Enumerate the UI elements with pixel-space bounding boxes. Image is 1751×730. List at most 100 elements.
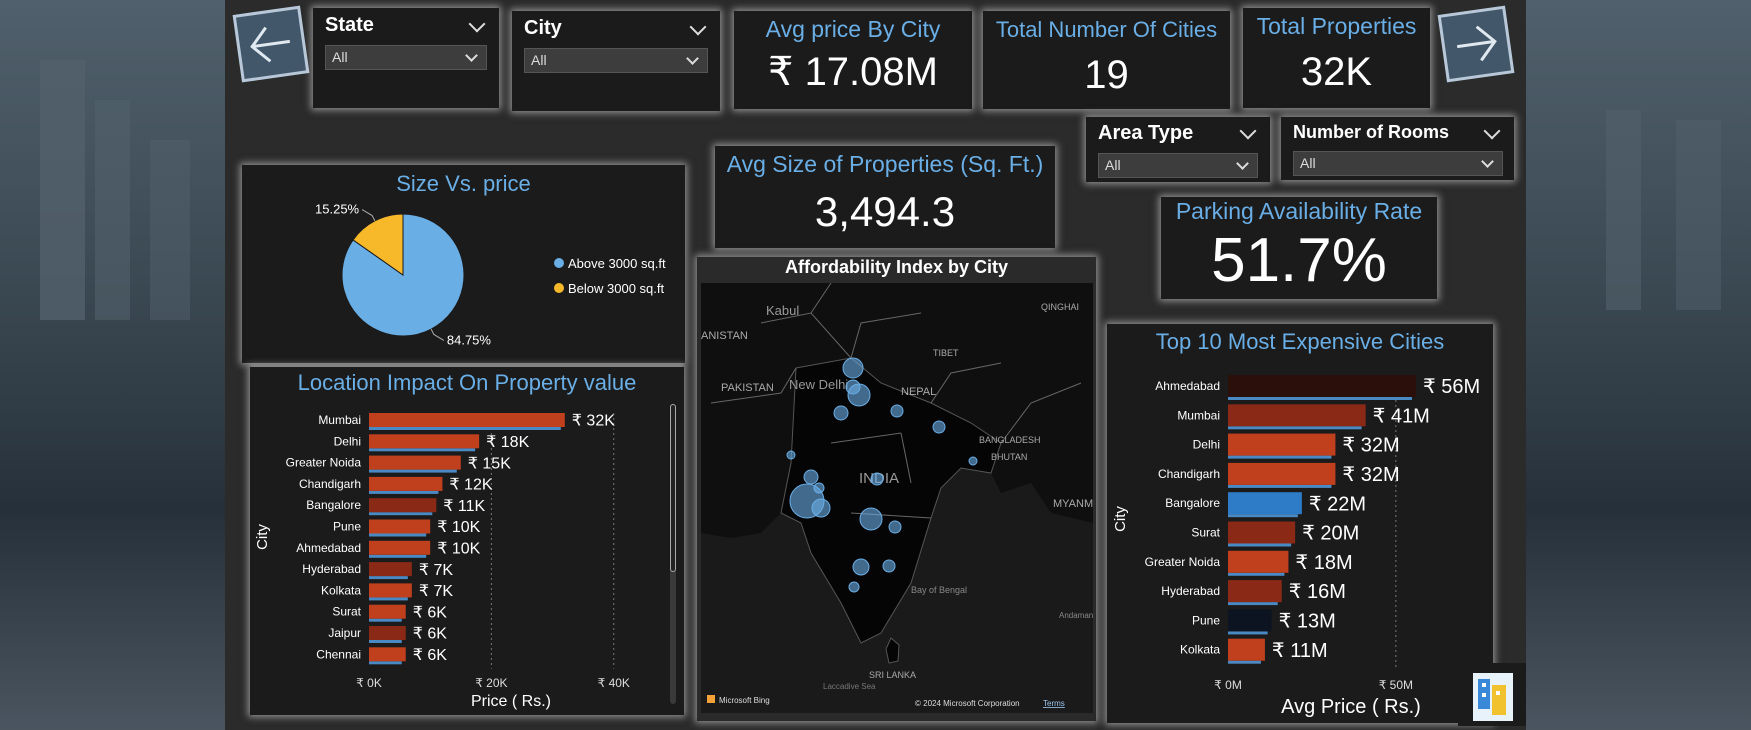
bar[interactable] (1228, 404, 1366, 427)
map-bubble[interactable] (968, 456, 978, 466)
map-label: QINGHAI (1041, 302, 1079, 312)
chevron-down-icon[interactable] (1483, 122, 1501, 140)
affordability-map[interactable]: Kabul ANISTAN PAKISTAN New Delhi NEPAL T… (701, 283, 1093, 713)
bing-attribution: Microsoft Bing (719, 696, 770, 705)
total-cities-value: 19 (1084, 53, 1129, 97)
avg-size-value: 3,494.3 (814, 188, 956, 235)
map-bubble[interactable] (882, 559, 896, 573)
bar[interactable] (369, 476, 443, 491)
map-bubble[interactable] (803, 469, 819, 485)
bar[interactable] (369, 604, 406, 619)
parking-value: 51.7% (1211, 226, 1387, 295)
bar[interactable] (1228, 638, 1265, 661)
bar-shadow (369, 576, 408, 580)
map-bubble[interactable] (890, 404, 904, 418)
bar-shadow (369, 512, 433, 516)
bar[interactable] (1228, 375, 1416, 397)
map-bubble[interactable] (786, 450, 796, 460)
city-dropdown[interactable]: All (524, 48, 708, 73)
map-title: Affordability Index by City (784, 257, 1009, 277)
total-cities-card: Total Number Of Cities 19 (983, 11, 1230, 109)
bar-shadow (369, 618, 402, 622)
bar-shadow (369, 640, 402, 643)
bar[interactable] (1228, 492, 1302, 515)
forward-button[interactable] (1437, 5, 1515, 83)
category-label: Chandigarh (299, 477, 361, 491)
map-bubble[interactable] (833, 405, 849, 421)
bar-value-label: ₹ 7K (419, 562, 454, 579)
parking-title: Parking Availability Rate (1175, 198, 1423, 224)
total-properties-value: 32K (1300, 50, 1373, 94)
category-label: Surat (332, 605, 361, 619)
map-attribution: Microsoft Bing © 2024 Microsoft Corporat… (707, 695, 1065, 708)
bar[interactable] (1228, 609, 1272, 632)
scrollbar-thumb[interactable] (670, 404, 676, 572)
bar-shadow (369, 427, 561, 430)
map-bubble[interactable] (852, 558, 870, 576)
bar[interactable] (369, 540, 431, 555)
pie-slice[interactable] (352, 213, 404, 276)
land-sri-lanka (885, 637, 900, 664)
bar-shadow (1228, 660, 1261, 664)
bar[interactable] (1228, 580, 1282, 603)
map-bubble[interactable] (842, 357, 864, 379)
bar-shadow (1228, 602, 1278, 606)
category-label: Pune (333, 520, 361, 534)
category-label: Hyderabad (302, 562, 361, 576)
bar[interactable] (369, 498, 437, 513)
top-cities-bar-chart: ₹ 0M ₹ 50M Ahmedabad ₹ 56M Mumbai ₹ 41M Delhi ₹… (1112, 375, 1480, 718)
category-label: Kolkata (321, 583, 361, 597)
category-label: Bangalore (306, 498, 361, 512)
bar[interactable] (369, 413, 565, 427)
bar-value-label: ₹ 13M (1279, 611, 1336, 633)
bar[interactable] (369, 583, 412, 598)
y-axis-title: City (254, 524, 271, 550)
background-left (0, 0, 225, 730)
terms-link[interactable]: Terms (1043, 699, 1065, 708)
bar-value-label: ₹ 32K (572, 413, 615, 430)
map-label: NEPAL (901, 386, 936, 398)
pie-chart: 84.75% Above 3000 sq.ft 15.25% Below 3000 s… (315, 202, 666, 348)
bar-shadow (1228, 397, 1412, 400)
map-bubble[interactable] (848, 581, 860, 593)
x-tick-label: ₹ 20K (475, 676, 507, 690)
scrollbar[interactable] (670, 404, 676, 704)
map-bubble[interactable] (932, 420, 946, 434)
area-type-dropdown[interactable]: All (1098, 153, 1258, 178)
map-bubble[interactable] (859, 507, 883, 531)
map-bubble[interactable] (870, 472, 884, 486)
bar-value-label: ₹ 11K (443, 498, 485, 515)
bar[interactable] (369, 519, 431, 534)
bar[interactable] (369, 647, 406, 662)
back-button[interactable] (232, 5, 310, 83)
bar[interactable] (1228, 433, 1336, 456)
city-bubbles[interactable] (786, 357, 978, 593)
map-bubble[interactable] (811, 498, 831, 518)
bar[interactable] (1228, 550, 1289, 573)
bar-value-label: ₹ 18M (1295, 552, 1352, 574)
map-label: Kabul (766, 303, 799, 318)
map-bubble[interactable] (888, 520, 902, 534)
bar-value-label: ₹ 56M (1423, 376, 1480, 398)
bar[interactable] (1228, 521, 1296, 544)
bar[interactable] (369, 562, 412, 577)
bar-shadow (1228, 484, 1332, 488)
rooms-dropdown[interactable]: All (1293, 151, 1503, 176)
chevron-down-icon[interactable] (689, 18, 707, 36)
bar-shadow (1228, 572, 1285, 576)
legend-label: Below 3000 sq.ft (568, 281, 665, 296)
bar[interactable] (369, 434, 480, 449)
map-label: PAKISTAN (721, 382, 774, 394)
bar[interactable] (369, 455, 461, 470)
bar[interactable] (369, 626, 406, 640)
chevron-down-icon[interactable] (1239, 122, 1257, 140)
bar-value-label: ₹ 6K (413, 626, 448, 643)
state-dropdown[interactable]: All (325, 45, 487, 70)
map-bubble[interactable] (845, 379, 861, 395)
chevron-down-icon[interactable] (468, 15, 486, 33)
copyright-attribution: © 2024 Microsoft Corporation (915, 699, 1020, 708)
bar[interactable] (1228, 462, 1336, 485)
border-lines (710, 283, 1082, 519)
map-label: ANISTAN (701, 330, 748, 342)
category-label: Jaipur (328, 626, 361, 640)
